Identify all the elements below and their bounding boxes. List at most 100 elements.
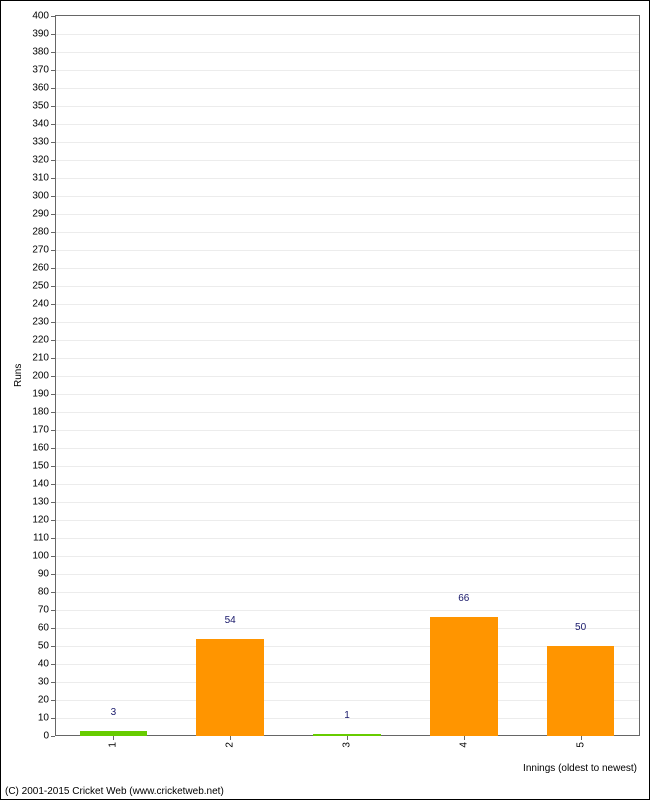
bar-value-label: 50 — [575, 622, 586, 633]
bar — [547, 646, 615, 736]
y-tick-label: 370 — [32, 65, 49, 76]
x-tick-label: 2 — [225, 742, 236, 748]
gridline — [55, 538, 639, 539]
bar-value-label: 54 — [225, 615, 236, 626]
gridline — [55, 106, 639, 107]
chart-container: 0102030405060708090100110120130140150160… — [0, 0, 650, 800]
gridline — [55, 142, 639, 143]
bar-value-label: 1 — [344, 710, 350, 721]
y-tick-label: 200 — [32, 371, 49, 382]
copyright-text: (C) 2001-2015 Cricket Web (www.cricketwe… — [5, 786, 224, 797]
y-tick-label: 240 — [32, 299, 49, 310]
x-tick-mark — [581, 736, 582, 740]
bar — [196, 639, 264, 736]
y-tick-label: 350 — [32, 101, 49, 112]
y-tick-label: 30 — [38, 677, 49, 688]
y-tick-label: 210 — [32, 353, 49, 364]
x-tick-label: 4 — [458, 742, 469, 748]
gridline — [55, 502, 639, 503]
y-axis-title: Runs — [13, 364, 24, 387]
y-tick-label: 230 — [32, 317, 49, 328]
gridline — [55, 610, 639, 611]
y-tick-label: 10 — [38, 713, 49, 724]
gridline — [55, 304, 639, 305]
x-tick-mark — [347, 736, 348, 740]
x-tick-label: 5 — [575, 742, 586, 748]
gridline — [55, 484, 639, 485]
bar-value-label: 3 — [111, 707, 117, 718]
gridline — [55, 520, 639, 521]
y-tick-label: 270 — [32, 245, 49, 256]
y-tick-label: 90 — [38, 569, 49, 580]
gridline — [55, 412, 639, 413]
gridline — [55, 574, 639, 575]
y-tick-label: 150 — [32, 461, 49, 472]
y-tick-label: 130 — [32, 497, 49, 508]
y-tick-label: 120 — [32, 515, 49, 526]
x-tick-mark — [464, 736, 465, 740]
gridline — [55, 448, 639, 449]
bar-value-label: 66 — [458, 593, 469, 604]
y-tick-label: 360 — [32, 83, 49, 94]
gridline — [55, 70, 639, 71]
gridline — [55, 160, 639, 161]
x-tick-mark — [230, 736, 231, 740]
gridline — [55, 592, 639, 593]
gridline — [55, 250, 639, 251]
gridline — [55, 178, 639, 179]
y-tick-label: 190 — [32, 389, 49, 400]
y-axis-line — [55, 16, 56, 736]
x-tick-mark — [113, 736, 114, 740]
y-tick-label: 160 — [32, 443, 49, 454]
gridline — [55, 124, 639, 125]
y-tick-label: 180 — [32, 407, 49, 418]
bar — [430, 617, 498, 736]
gridline — [55, 34, 639, 35]
y-tick-label: 110 — [33, 533, 49, 544]
gridline — [55, 196, 639, 197]
gridline — [55, 286, 639, 287]
y-tick-label: 330 — [32, 137, 49, 148]
gridline — [55, 556, 639, 557]
y-tick-label: 220 — [32, 335, 49, 346]
y-tick-label: 250 — [32, 281, 49, 292]
y-tick-label: 320 — [32, 155, 49, 166]
y-tick-label: 260 — [32, 263, 49, 274]
gridline — [55, 268, 639, 269]
y-tick-label: 80 — [38, 587, 49, 598]
y-tick-label: 60 — [38, 623, 49, 634]
gridline — [55, 322, 639, 323]
x-tick-label: 3 — [342, 742, 353, 748]
y-tick-label: 20 — [38, 695, 49, 706]
y-tick-label: 380 — [32, 47, 49, 58]
y-tick-label: 290 — [32, 209, 49, 220]
gridline — [55, 628, 639, 629]
y-tick-label: 300 — [32, 191, 49, 202]
y-tick-label: 0 — [43, 731, 49, 742]
y-tick-label: 310 — [32, 173, 49, 184]
gridline — [55, 394, 639, 395]
y-tick-label: 390 — [32, 29, 49, 40]
gridline — [55, 340, 639, 341]
gridline — [55, 214, 639, 215]
x-tick-label: 1 — [108, 742, 119, 748]
y-tick-label: 50 — [38, 641, 49, 652]
y-tick-label: 280 — [32, 227, 49, 238]
gridline — [55, 232, 639, 233]
gridline — [55, 466, 639, 467]
y-tick-label: 140 — [32, 479, 49, 490]
plot-area: 0102030405060708090100110120130140150160… — [55, 15, 640, 736]
y-tick-label: 340 — [32, 119, 49, 130]
gridline — [55, 358, 639, 359]
gridline — [55, 88, 639, 89]
x-axis-title: Innings (oldest to newest) — [523, 763, 637, 774]
gridline — [55, 376, 639, 377]
y-tick-label: 40 — [38, 659, 49, 670]
y-tick-label: 400 — [32, 11, 49, 22]
gridline — [55, 52, 639, 53]
y-tick-label: 170 — [32, 425, 49, 436]
y-tick-label: 100 — [32, 551, 49, 562]
gridline — [55, 430, 639, 431]
y-tick-mark — [51, 736, 55, 737]
y-tick-label: 70 — [38, 605, 49, 616]
